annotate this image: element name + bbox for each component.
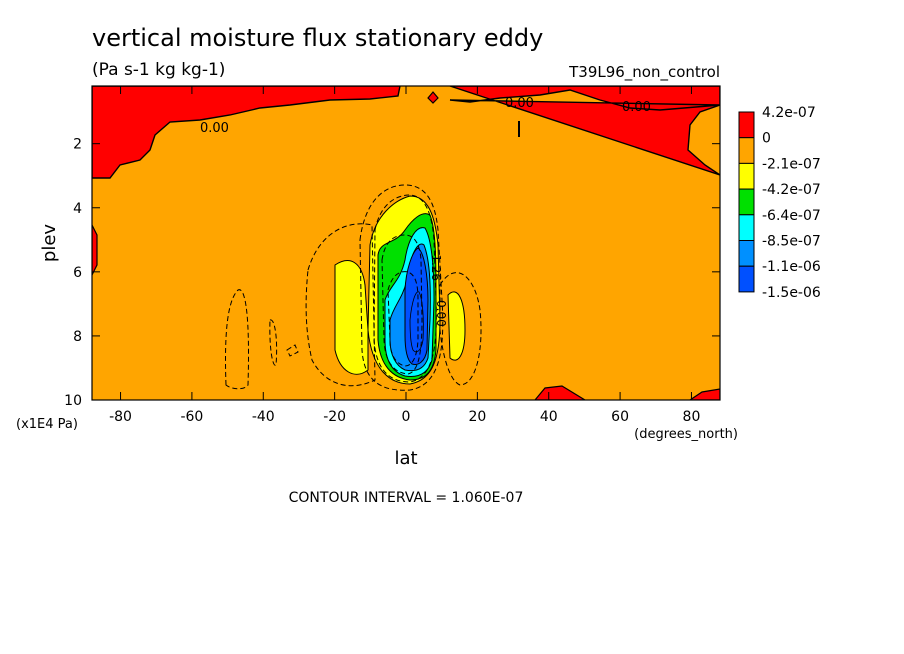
y-tick-label: 8 (73, 329, 82, 345)
positive-patch-left (92, 224, 98, 276)
positive-patch-bottom (534, 385, 587, 400)
y-units: (x1E4 Pa) (16, 417, 78, 432)
contour-field: 0.00 0.00 0.00 0.00 -1.26 (92, 86, 720, 400)
x-tick-label: 0 (402, 409, 411, 425)
contour-label-upper-mid: 0.00 (505, 96, 534, 111)
y-tick-label: 4 (73, 201, 82, 217)
colorbar-swatch (738, 265, 755, 293)
colorbar-label: -6.4e-07 (762, 208, 821, 224)
x-tick-label: -40 (252, 409, 275, 425)
y-axis: 2 4 6 8 10 (64, 137, 720, 409)
positive-band-left (92, 86, 401, 179)
colorbar-label: -2.1e-07 (762, 156, 821, 172)
x-units: (degrees_north) (634, 427, 738, 442)
x-axis-label: lat (394, 448, 417, 469)
y-tick-label: 2 (73, 137, 82, 153)
y-axis-label: plev (39, 224, 60, 263)
contour-label-upper-left: 0.00 (200, 121, 229, 136)
colorbar-swatch (738, 111, 755, 139)
core-minimum (409, 291, 424, 353)
colorbar-label: -1.1e-06 (762, 259, 821, 275)
x-tick-label: -80 (109, 409, 132, 425)
y-tick-label: 6 (73, 265, 82, 281)
colorbar: 4.2e-07 0 -2.1e-07 -4.2e-07 -6.4e-07 -8.5e-07… (738, 105, 821, 301)
y-tick-label: 10 (64, 393, 82, 409)
x-tick-label: 20 (468, 409, 486, 425)
flank-right-fill (447, 291, 466, 361)
negative-contours (225, 184, 482, 391)
x-tick-label: 80 (683, 409, 701, 425)
colorbar-swatch (738, 214, 755, 242)
x-tick-label: 40 (540, 409, 558, 425)
flank-left-fill (334, 260, 369, 375)
colorbar-swatch (738, 162, 755, 190)
colorbar-label: -1.5e-06 (762, 285, 821, 301)
colorbar-label: -4.2e-07 (762, 182, 821, 198)
chart-title: vertical moisture flux stationary eddy (92, 24, 543, 52)
colorbar-label: 4.2e-07 (762, 105, 816, 121)
colorbar-swatch (738, 137, 755, 164)
chart-units: (Pa s-1 kg kg-1) (92, 60, 225, 80)
colorbar-label: -8.5e-07 (762, 234, 821, 250)
run-label: T39L96_non_control (568, 63, 720, 82)
contour-interval: CONTOUR INTERVAL = 1.060E-07 (289, 490, 524, 506)
contour-label-core: -1.26 (429, 250, 443, 281)
positive-patch-bottom-right (688, 388, 720, 400)
contour-label-mid: 0.00 (434, 300, 448, 327)
x-tick-label: -20 (323, 409, 346, 425)
x-tick-label: -60 (180, 409, 203, 425)
colorbar-label: 0 (762, 131, 771, 147)
positive-patch-top (427, 91, 439, 104)
x-axis: -80 -60 -40 -20 0 20 40 60 80 (109, 86, 700, 425)
contour-label-upper-right: 0.00 (622, 100, 651, 115)
positive-band-right (449, 86, 720, 176)
x-tick-label: 60 (611, 409, 629, 425)
colorbar-swatch (738, 188, 755, 216)
colorbar-swatch (738, 240, 755, 267)
